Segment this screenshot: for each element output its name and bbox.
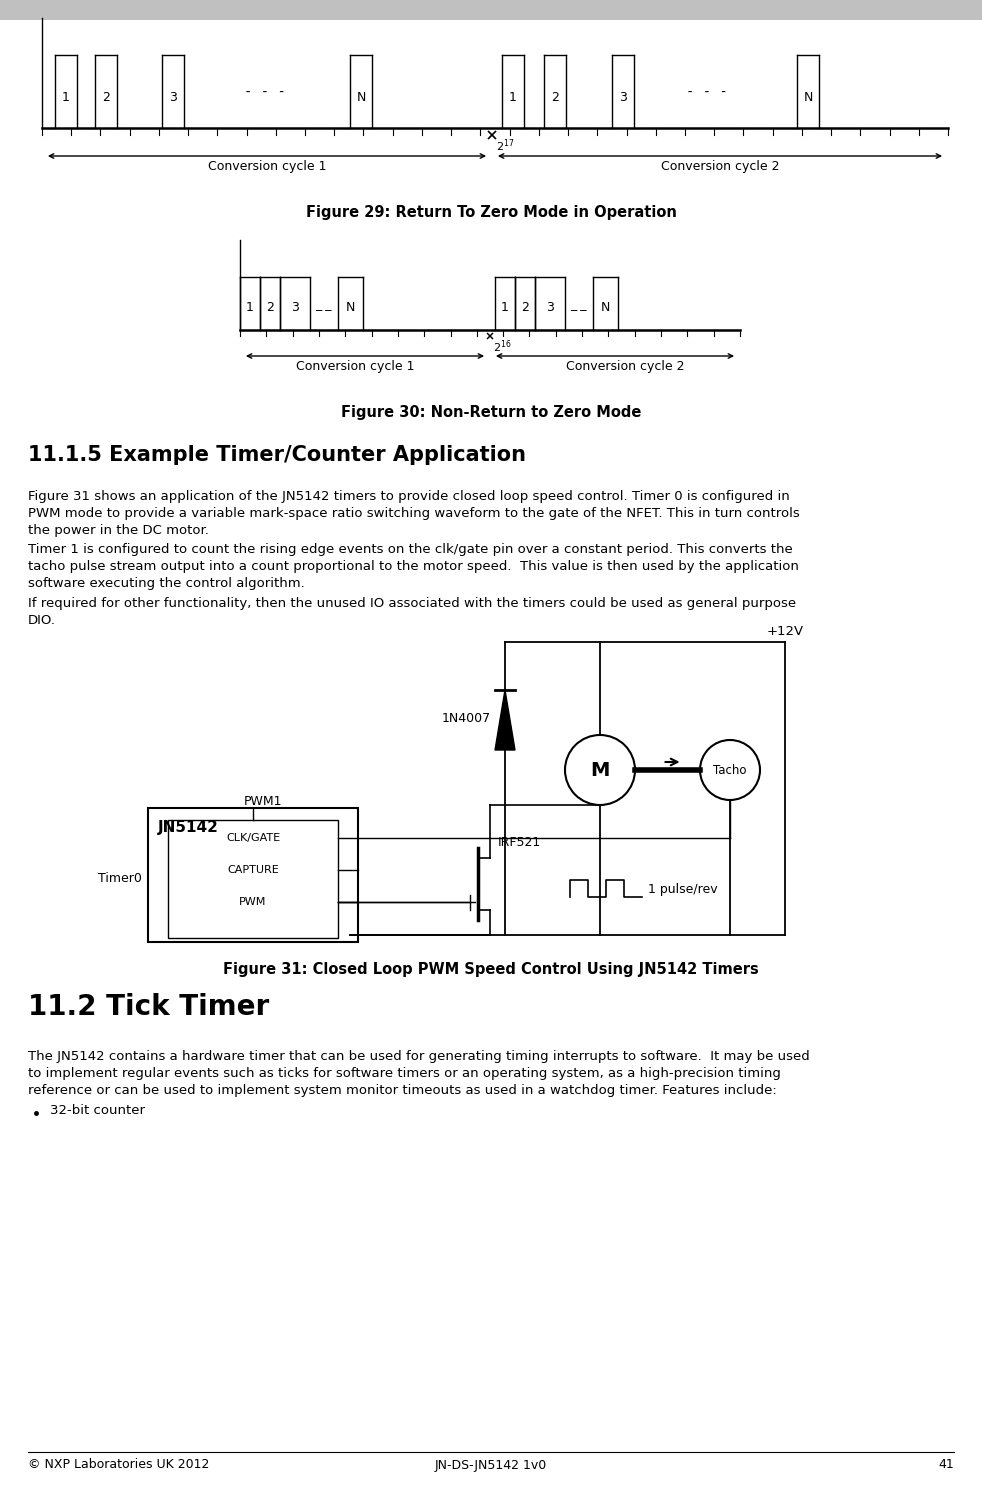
Text: reference or can be used to implement system monitor timeouts as used in a watch: reference or can be used to implement sy… [28, 1084, 777, 1097]
Text: 1 pulse/rev: 1 pulse/rev [648, 883, 718, 895]
Text: Conversion cycle 1: Conversion cycle 1 [296, 360, 414, 374]
Text: 41: 41 [938, 1459, 954, 1471]
Text: The JN5142 contains a hardware timer that can be used for generating timing inte: The JN5142 contains a hardware timer tha… [28, 1050, 810, 1063]
Text: CAPTURE: CAPTURE [227, 865, 279, 876]
Text: $2^{17}$: $2^{17}$ [496, 137, 515, 153]
Text: Conversion cycle 2: Conversion cycle 2 [661, 159, 780, 173]
Text: 2: 2 [102, 91, 110, 104]
Text: 3: 3 [619, 91, 627, 104]
Text: 11.2 Tick Timer: 11.2 Tick Timer [28, 993, 269, 1021]
Text: 1: 1 [246, 301, 254, 314]
Text: 2: 2 [266, 301, 274, 314]
Polygon shape [495, 689, 515, 750]
Text: Tacho: Tacho [713, 764, 746, 776]
Text: 1: 1 [501, 301, 509, 314]
Text: N: N [346, 301, 355, 314]
Text: N: N [803, 91, 813, 104]
Text: 32-bit counter: 32-bit counter [50, 1103, 145, 1117]
Text: 2: 2 [551, 91, 559, 104]
Text: PWM1: PWM1 [244, 795, 282, 809]
Text: Timer0: Timer0 [98, 871, 142, 884]
Text: to implement regular events such as ticks for software timers or an operating sy: to implement regular events such as tick… [28, 1068, 781, 1080]
Text: Figure 31 shows an application of the JN5142 timers to provide closed loop speed: Figure 31 shows an application of the JN… [28, 490, 790, 503]
Text: Timer 1 is configured to count the rising edge events on the clk/gate pin over a: Timer 1 is configured to count the risin… [28, 543, 792, 555]
Text: $2^{16}$: $2^{16}$ [493, 338, 512, 354]
Bar [148, 809, 358, 943]
Text: - - -: - - - [686, 85, 728, 98]
Text: JN-DS-JN5142 1v0: JN-DS-JN5142 1v0 [435, 1459, 547, 1471]
Text: 1: 1 [62, 91, 70, 104]
Text: 1N4007: 1N4007 [442, 712, 491, 725]
Text: 2: 2 [521, 301, 529, 314]
Text: If required for other functionality, then the unused IO associated with the time: If required for other functionality, the… [28, 597, 796, 610]
Text: +12V: +12V [766, 625, 803, 637]
Text: 3: 3 [546, 301, 554, 314]
Text: CLK/GATE: CLK/GATE [226, 832, 280, 843]
Text: Figure 29: Return To Zero Mode in Operation: Figure 29: Return To Zero Mode in Operat… [305, 205, 677, 220]
Text: Figure 31: Closed Loop PWM Speed Control Using JN5142 Timers: Figure 31: Closed Loop PWM Speed Control… [223, 962, 759, 977]
Text: DIO.: DIO. [28, 613, 56, 627]
Text: N: N [601, 301, 610, 314]
Text: Conversion cycle 2: Conversion cycle 2 [566, 360, 684, 374]
Text: N: N [356, 91, 365, 104]
Text: Figure 30: Non-Return to Zero Mode: Figure 30: Non-Return to Zero Mode [341, 405, 641, 420]
Text: 3: 3 [291, 301, 299, 314]
Text: M: M [590, 761, 610, 780]
Text: 3: 3 [169, 91, 177, 104]
Text: - - -: - - - [245, 85, 286, 98]
Text: Conversion cycle 1: Conversion cycle 1 [208, 159, 326, 173]
Text: PWM mode to provide a variable mark-space ratio switching waveform to the gate o: PWM mode to provide a variable mark-spac… [28, 506, 799, 520]
Text: tacho pulse stream output into a count proportional to the motor speed.  This va: tacho pulse stream output into a count p… [28, 560, 799, 573]
Text: JN5142: JN5142 [158, 820, 219, 835]
Text: _ _: _ _ [315, 296, 331, 310]
Text: © NXP Laboratories UK 2012: © NXP Laboratories UK 2012 [28, 1459, 209, 1471]
Bar [168, 820, 338, 938]
Bar [0, 0, 982, 19]
Text: IRF521: IRF521 [498, 837, 541, 850]
Text: 11.1.5 Example Timer/Counter Application: 11.1.5 Example Timer/Counter Application [28, 445, 526, 465]
Text: software executing the control algorithm.: software executing the control algorithm… [28, 578, 304, 590]
Text: _ _: _ _ [570, 296, 586, 310]
Text: PWM: PWM [240, 896, 267, 907]
Text: the power in the DC motor.: the power in the DC motor. [28, 524, 209, 538]
Text: 1: 1 [509, 91, 517, 104]
